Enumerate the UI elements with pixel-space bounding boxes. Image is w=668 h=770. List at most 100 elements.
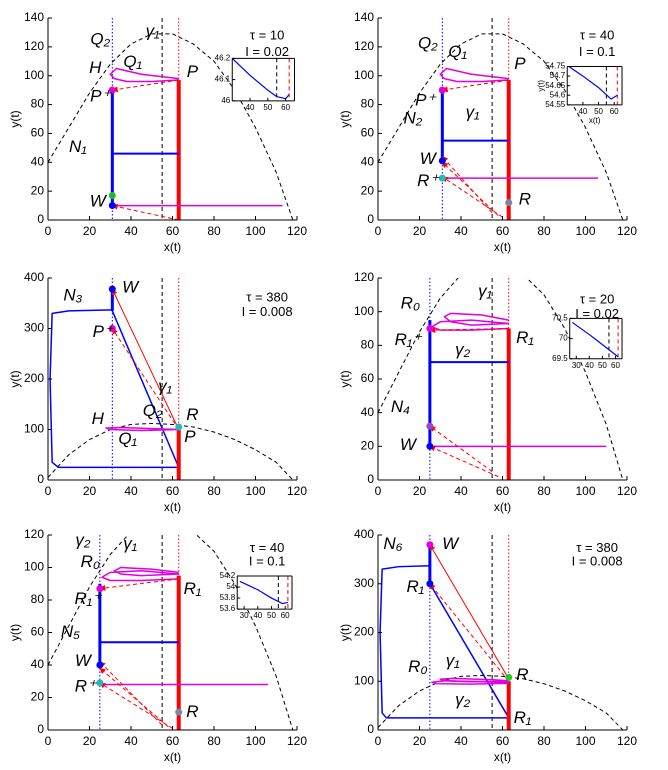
trajectory bbox=[439, 67, 509, 83]
annotation: γ₁ bbox=[466, 102, 480, 121]
y-axis-label: y(t) bbox=[338, 370, 352, 387]
trajectory bbox=[239, 580, 289, 605]
x-tick-label: 80 bbox=[207, 484, 221, 498]
annotation: τ = 40 bbox=[250, 540, 284, 555]
x-tick-label: 40 bbox=[454, 224, 468, 238]
trajectory bbox=[568, 66, 618, 100]
trajectory bbox=[443, 312, 509, 326]
trajectory bbox=[429, 544, 510, 680]
annotation: τ = 380 bbox=[246, 290, 288, 305]
y-tick-label: 0 bbox=[367, 472, 374, 486]
annotation: R₁ bbox=[514, 708, 532, 727]
x-tick-label: 100 bbox=[245, 734, 265, 748]
plot-area bbox=[48, 278, 294, 480]
x-tick-label: 80 bbox=[537, 734, 551, 748]
y-tick-label: 100 bbox=[354, 68, 374, 82]
annotation: P bbox=[187, 62, 199, 81]
annotation: W bbox=[122, 278, 140, 297]
annotation: R₀ bbox=[81, 552, 100, 571]
y-tick-label: 40 bbox=[361, 405, 375, 419]
inset: 30 40 50 60 69.5 70 70.5 bbox=[552, 314, 623, 370]
x-tick-label: 60 bbox=[496, 224, 510, 238]
point-marker bbox=[96, 679, 104, 687]
trajectory bbox=[48, 422, 294, 480]
plot-area bbox=[48, 18, 294, 220]
x-tick-label: 60 bbox=[281, 611, 290, 620]
annotation: W bbox=[420, 149, 438, 168]
x-tick-label: 60 bbox=[610, 107, 619, 116]
x-tick-label: 40 bbox=[585, 361, 594, 370]
x-tick-label: 0 bbox=[375, 734, 382, 748]
annotation: Q₂ bbox=[90, 30, 110, 49]
trajectory bbox=[99, 578, 179, 591]
x-tick-label: 50 bbox=[267, 611, 276, 620]
y-tick-label: 54.55 bbox=[545, 100, 566, 109]
panel: 0 20 40 60 80 100 120 0 100 200 300 400 x(t) y(t) N₃ Wτ… bbox=[8, 270, 307, 514]
x-tick-label: 40 bbox=[454, 734, 468, 748]
annotation: H bbox=[89, 58, 102, 77]
annotation: P bbox=[184, 427, 196, 446]
y-tick-label: 0 bbox=[37, 722, 44, 736]
annotation: W bbox=[442, 534, 460, 553]
panel: 0 20 40 60 80 100 120 0 20 40 60 80 100 120 x(t) y(t) γ₂… bbox=[8, 527, 307, 764]
x-axis-label: x(t) bbox=[589, 116, 601, 125]
x-tick-label: 100 bbox=[575, 484, 595, 498]
y-tick-label: 0 bbox=[367, 722, 374, 736]
annotation: Q₂ bbox=[418, 34, 438, 53]
y-tick-label: 120 bbox=[24, 527, 44, 541]
plot-area bbox=[568, 66, 618, 105]
x-tick-label: 40 bbox=[578, 107, 587, 116]
x-tick-label: 50 bbox=[598, 361, 607, 370]
y-tick-label: 46 bbox=[221, 96, 230, 105]
y-tick-label: 40 bbox=[31, 154, 45, 168]
trajectory bbox=[111, 288, 180, 430]
x-tick-label: 80 bbox=[537, 224, 551, 238]
y-axis-label: y(t) bbox=[338, 110, 352, 127]
point-marker bbox=[96, 661, 104, 669]
trajectory bbox=[441, 161, 499, 217]
annotation: R bbox=[519, 189, 531, 208]
trajectory bbox=[379, 544, 510, 719]
trajectory bbox=[429, 583, 510, 682]
x-tick-label: 20 bbox=[83, 484, 97, 498]
y-axis-label: y(t) bbox=[8, 110, 22, 127]
x-tick-label: 0 bbox=[375, 484, 382, 498]
annotation: P⁺ bbox=[93, 322, 115, 341]
x-tick-label: 80 bbox=[207, 224, 221, 238]
y-tick-label: 46.1 bbox=[215, 75, 231, 84]
y-axis-label: y(t) bbox=[536, 80, 545, 92]
y-tick-label: 69.5 bbox=[552, 354, 568, 363]
annotation: Q₁ bbox=[118, 429, 137, 448]
y-axis-label: y(t) bbox=[338, 624, 352, 641]
panel: 0 20 40 60 80 100 120 0 20 40 60 80 100 120 140 x(t) y(t… bbox=[8, 10, 307, 254]
plot-area bbox=[239, 575, 289, 610]
trajectory bbox=[111, 203, 179, 220]
trajectory bbox=[429, 425, 493, 472]
inset: 30 40 50 60 53.6 53.8 54 54.2 bbox=[220, 571, 293, 620]
trajectory bbox=[429, 327, 509, 334]
x-tick-label: 120 bbox=[287, 734, 307, 748]
point-marker bbox=[426, 325, 434, 332]
panel: 0 20 40 60 80 100 120 0 20 40 60 80 100 120 x(t) y(t) τ … bbox=[338, 270, 637, 514]
annotation: Q₁ bbox=[448, 42, 467, 61]
y-tick-label: 70.5 bbox=[552, 314, 568, 323]
point-marker bbox=[108, 325, 116, 332]
point-marker bbox=[175, 423, 183, 431]
annotation: γ₁ bbox=[158, 377, 172, 396]
y-tick-label: 0 bbox=[367, 212, 374, 226]
annotation: γ₂ bbox=[455, 690, 471, 709]
annotation: R⁺ bbox=[75, 677, 98, 696]
y-tick-label: 80 bbox=[31, 97, 45, 111]
y-tick-label: 54.75 bbox=[545, 62, 566, 71]
x-tick-label: 100 bbox=[245, 224, 265, 238]
x-tick-label: 80 bbox=[207, 734, 221, 748]
trajectory bbox=[378, 33, 624, 220]
plot-area bbox=[48, 535, 294, 730]
x-tick-label: 60 bbox=[166, 734, 180, 748]
x-tick-label: 40 bbox=[124, 734, 138, 748]
annotation: I = 0.02 bbox=[245, 44, 289, 59]
annotation: I = 0.008 bbox=[242, 304, 293, 319]
annotation: N₃ bbox=[63, 286, 82, 305]
annotation: R bbox=[516, 665, 528, 684]
